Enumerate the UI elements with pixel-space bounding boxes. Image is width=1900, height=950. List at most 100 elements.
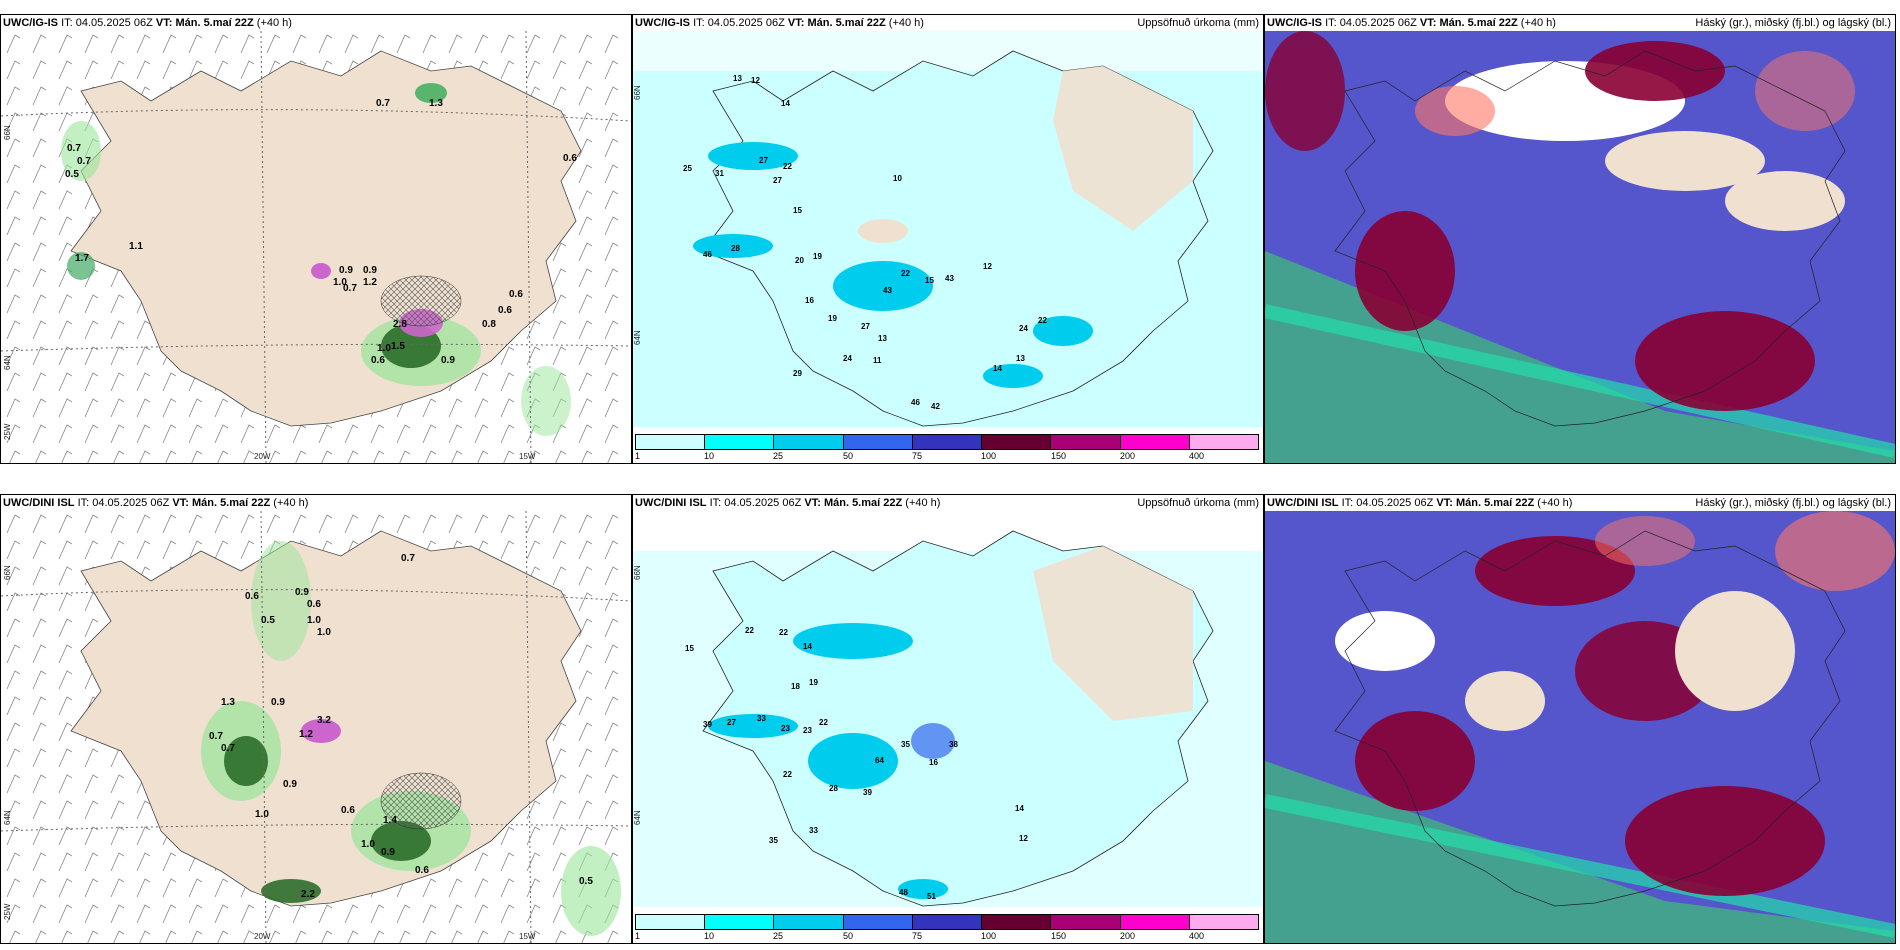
colorbar-swatch xyxy=(912,435,983,449)
svg-text:33: 33 xyxy=(809,826,818,835)
svg-text:13: 13 xyxy=(878,334,887,343)
svg-text:1.0: 1.0 xyxy=(255,809,269,820)
colorbar-swatch xyxy=(982,915,1052,929)
panel-title: UWC/IG-IS IT: 04.05.2025 06Z VT: Mán. 5.… xyxy=(3,17,292,29)
lat-label: 64N xyxy=(3,810,12,825)
svg-text:15: 15 xyxy=(793,206,802,215)
panel-title: UWC/IG-IS IT: 04.05.2025 06Z VT: Mán. 5.… xyxy=(635,17,924,29)
svg-text:24: 24 xyxy=(1019,324,1028,333)
svg-text:39: 39 xyxy=(863,788,872,797)
colorbar-swatch xyxy=(636,915,706,929)
svg-text:12: 12 xyxy=(1019,834,1028,843)
precip-colorbar xyxy=(635,914,1259,930)
svg-text:27: 27 xyxy=(861,322,870,331)
svg-text:0.9: 0.9 xyxy=(271,697,285,708)
svg-text:12: 12 xyxy=(751,76,760,85)
svg-text:38: 38 xyxy=(949,740,958,749)
svg-text:24: 24 xyxy=(843,354,852,363)
map-panel-bottom-middle: UWC/DINI ISL IT: 04.05.2025 06Z VT: Mán.… xyxy=(632,494,1264,944)
lat-label: 64N xyxy=(3,355,12,370)
svg-text:0.6: 0.6 xyxy=(245,591,259,602)
svg-text:27: 27 xyxy=(759,156,768,165)
svg-text:0.7: 0.7 xyxy=(343,283,357,294)
cloud-map xyxy=(1265,31,1895,463)
svg-text:0.6: 0.6 xyxy=(563,153,577,164)
svg-text:22: 22 xyxy=(783,770,792,779)
svg-text:1.2: 1.2 xyxy=(363,277,377,288)
svg-text:22: 22 xyxy=(745,626,754,635)
cloud-map xyxy=(1265,511,1895,943)
svg-text:27: 27 xyxy=(773,176,782,185)
map-panel-top-middle: UWC/IG-IS IT: 04.05.2025 06Z VT: Mán. 5.… xyxy=(632,14,1264,464)
svg-text:0.7: 0.7 xyxy=(77,156,91,167)
svg-text:0.6: 0.6 xyxy=(341,805,355,816)
colorbar-swatch xyxy=(774,915,844,929)
colorbar-swatch xyxy=(705,915,775,929)
svg-text:0.7: 0.7 xyxy=(401,553,415,564)
svg-text:1.1: 1.1 xyxy=(129,241,143,252)
svg-text:19: 19 xyxy=(813,252,822,261)
lon-label: 25W xyxy=(3,903,12,920)
lat-label: 66N xyxy=(633,85,642,100)
lat-label: 64N xyxy=(633,810,642,825)
svg-text:51: 51 xyxy=(927,892,936,901)
svg-text:0.9: 0.9 xyxy=(441,355,455,366)
svg-text:22: 22 xyxy=(779,628,788,637)
svg-text:0.6: 0.6 xyxy=(509,289,523,300)
svg-text:43: 43 xyxy=(883,286,892,295)
panel-field-title: Háský (gr.), miðský (fj.bl.) og lágský (… xyxy=(1695,17,1891,29)
svg-text:0.9: 0.9 xyxy=(295,587,309,598)
svg-text:64: 64 xyxy=(875,756,884,765)
lat-label: 66N xyxy=(3,125,12,140)
colorbar-swatch xyxy=(843,435,913,449)
svg-text:1.0: 1.0 xyxy=(307,615,321,626)
svg-text:22: 22 xyxy=(819,718,828,727)
svg-text:33: 33 xyxy=(757,714,766,723)
svg-text:13: 13 xyxy=(1016,354,1025,363)
svg-text:3.2: 3.2 xyxy=(317,715,331,726)
colorbar-swatch xyxy=(1189,915,1258,929)
svg-text:42: 42 xyxy=(931,402,940,411)
svg-text:12: 12 xyxy=(983,262,992,271)
colorbar-swatch xyxy=(705,435,775,449)
svg-text:2.8: 2.8 xyxy=(393,319,407,330)
lon-label: 15W xyxy=(519,932,536,941)
colorbar-swatch xyxy=(636,435,706,449)
svg-text:18: 18 xyxy=(791,682,800,691)
precip-colorbar xyxy=(635,434,1259,450)
svg-text:23: 23 xyxy=(803,726,812,735)
wind-map: 0.7 1.3 0.7 0.7 0.5 0.6 1.7 1.1 0.9 1.0 … xyxy=(1,31,631,463)
svg-text:0.9: 0.9 xyxy=(363,265,377,276)
panel-field-title: Uppsöfnuð úrkoma (mm) xyxy=(1137,17,1259,29)
svg-text:14: 14 xyxy=(781,99,790,108)
svg-text:0.6: 0.6 xyxy=(415,865,429,876)
svg-text:43: 43 xyxy=(945,274,954,283)
svg-text:15: 15 xyxy=(925,276,934,285)
svg-text:1.7: 1.7 xyxy=(75,253,89,264)
precip-map: 13 12 14 27 25 31 22 27 15 46 28 20 19 1… xyxy=(633,31,1263,427)
svg-text:0.8: 0.8 xyxy=(482,319,496,330)
svg-text:22: 22 xyxy=(783,162,792,171)
svg-text:0.5: 0.5 xyxy=(261,615,275,626)
svg-text:29: 29 xyxy=(793,369,802,378)
colorbar-swatch xyxy=(1120,915,1190,929)
svg-text:0.5: 0.5 xyxy=(65,169,79,180)
svg-text:48: 48 xyxy=(899,888,908,897)
colorbar-ticks: 1 10 25 50 75 100 150 200 400 xyxy=(635,451,1205,461)
svg-text:0.7: 0.7 xyxy=(67,143,81,154)
panel-title: UWC/DINI ISL IT: 04.05.2025 06Z VT: Mán.… xyxy=(1267,497,1573,509)
colorbar-swatch xyxy=(912,915,983,929)
svg-text:46: 46 xyxy=(703,250,712,259)
colorbar-swatch xyxy=(1189,435,1258,449)
svg-text:1.3: 1.3 xyxy=(429,98,443,109)
panel-field-title: Uppsöfnuð úrkoma (mm) xyxy=(1137,497,1259,509)
colorbar-swatch xyxy=(1051,915,1121,929)
svg-text:1.4: 1.4 xyxy=(383,815,397,826)
precip-map: 15 22 22 14 18 19 39 27 33 23 23 22 22 2… xyxy=(633,511,1263,907)
svg-text:27: 27 xyxy=(727,718,736,727)
lon-label: 20W xyxy=(254,932,271,941)
svg-text:22: 22 xyxy=(1038,316,1047,325)
svg-text:0.7: 0.7 xyxy=(209,731,223,742)
colorbar-swatch xyxy=(1051,435,1121,449)
svg-text:2.2: 2.2 xyxy=(301,889,315,900)
